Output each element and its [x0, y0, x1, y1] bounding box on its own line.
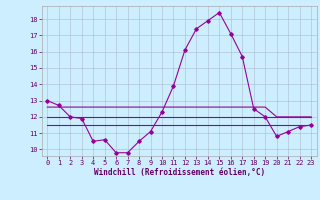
X-axis label: Windchill (Refroidissement éolien,°C): Windchill (Refroidissement éolien,°C)	[94, 168, 265, 177]
